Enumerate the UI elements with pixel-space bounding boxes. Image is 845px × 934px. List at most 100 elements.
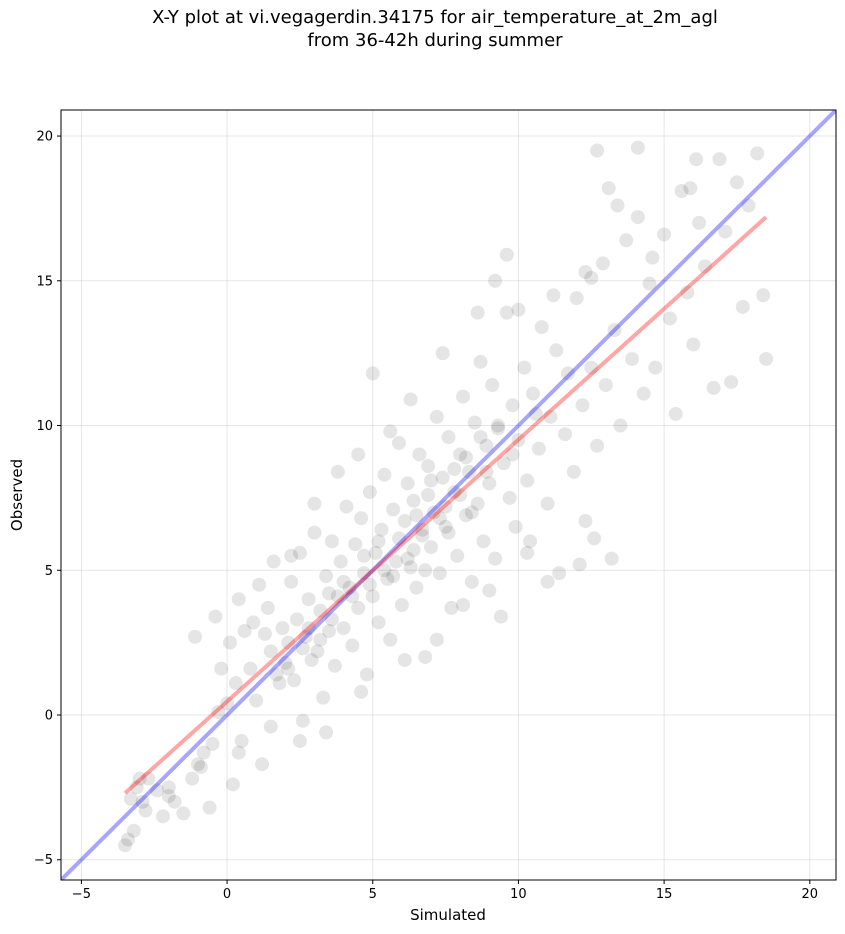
scatter-point [403,392,418,407]
scatter-point [473,354,488,369]
scatter-point [636,386,651,401]
scatter-point [590,438,605,453]
scatter-point [357,548,372,563]
scatter-point [196,745,211,760]
scatter-point [590,143,605,158]
scatter-point [336,574,351,589]
scatter-point [243,661,258,676]
scatter-point [269,667,284,682]
scatter-point [330,589,345,604]
scatter-point [613,418,628,433]
scatter-point [138,803,153,818]
scatter-point [543,409,558,424]
scatter-point [333,554,348,569]
scatter-point [689,152,704,167]
scatter-point [435,470,450,485]
scatter-point [549,343,564,358]
scatter-point [307,525,322,540]
y-tick-label: 0 [45,709,53,724]
scatter-point [362,577,377,592]
scatter-point [255,757,270,772]
scatter-point [697,259,712,274]
y-tick-label: 20 [36,130,53,145]
scatter-point [502,490,517,505]
scatter-point [354,511,369,526]
scatter-point [473,430,488,445]
scatter-point [648,360,663,375]
scatter-point [668,406,683,421]
scatter-point [313,632,328,647]
scatter-point [228,676,243,691]
scatter-point [284,574,299,589]
scatter-point [566,464,581,479]
scatter-point [741,198,756,213]
scatter-point [450,548,465,563]
scatter-point [444,600,459,615]
scatter-point [400,551,415,566]
scatter-point [558,427,573,442]
scatter-point [327,658,342,673]
scatter-point [520,545,535,560]
scatter-point [336,621,351,636]
scatter-point [441,525,456,540]
scatter-point [645,250,660,265]
scatter-point [540,574,555,589]
scatter-point [322,624,337,639]
scatter-point [365,366,380,381]
scatter-point [374,522,389,537]
scatter-point [418,563,433,578]
scatter-point [735,299,750,314]
scatter-point [432,566,447,581]
scatter-point [418,650,433,665]
scatter-point [406,543,421,557]
scatter-point [304,653,319,667]
scatter-point [316,690,331,705]
scatter-point [642,276,657,291]
scatter-point [324,612,339,627]
scatter-point [619,233,634,248]
scatter-point [479,438,494,453]
scatter-point [231,592,246,607]
scatter-point [525,386,540,401]
x-tick-label: 15 [656,887,673,902]
scatter-point [383,424,398,439]
scatter-point [161,780,176,795]
scatter-point [185,771,200,786]
scatter-point [584,270,599,285]
scatter-point [657,227,672,242]
scatter-point [476,534,491,549]
grid-lines [61,110,836,880]
scatter-point [424,540,439,555]
scatter-point [595,256,610,271]
scatter-point [391,435,406,450]
scatter-point [491,418,506,433]
y-tick-label: 10 [36,419,53,434]
scatter-point [368,545,383,560]
scatter-point [263,644,278,659]
x-axis-label: Simulated [410,906,486,924]
scatter-point [505,447,520,462]
scatter-point [386,569,401,584]
scatter-point [598,378,613,392]
scatter-point [234,734,249,749]
scatter-point [674,184,689,199]
scatter-point [190,757,205,772]
scatter-point [301,621,316,636]
scatter-point [706,380,721,395]
scatter-point [523,534,538,549]
scatter-point [464,574,479,589]
scatter-point [188,629,203,644]
x-axis-ticks: −5 0 5 10 15 20 [72,880,818,902]
scatter-point [208,609,223,624]
scatter-point [357,566,372,581]
scatter-point [272,676,287,691]
scatter-point [176,806,191,821]
scatter-point [345,589,360,604]
scatter-point [383,632,398,647]
scatter-point [257,626,272,641]
scatter-point [505,398,520,413]
scatter-point [202,800,217,815]
scatter-point [552,566,567,581]
scatter-point [121,832,136,847]
scatter-point [150,783,165,798]
